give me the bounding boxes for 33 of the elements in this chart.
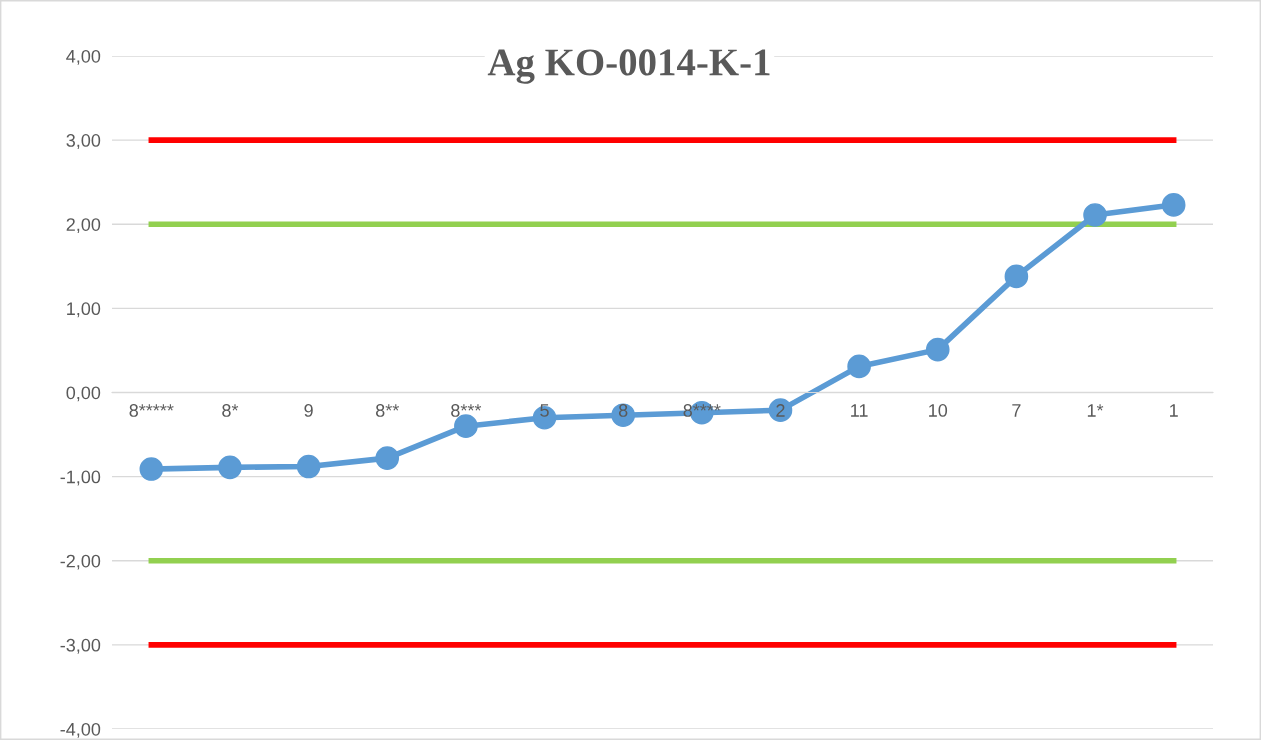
point — [1161, 193, 1186, 217]
y-tick-label: -2,00 — [60, 554, 101, 570]
y-tick-label: -3,00 — [60, 638, 101, 654]
point — [1004, 264, 1029, 289]
x-tick-label: 1* — [1087, 404, 1104, 417]
y-tick-label: 4,00 — [66, 49, 101, 65]
y-tick-label: -4,00 — [60, 722, 101, 738]
point — [375, 446, 400, 470]
x-tick-label: 5 — [540, 404, 549, 417]
chart-title: Ag KO-0014-K-1 — [487, 49, 770, 84]
point — [847, 354, 871, 379]
y-tick-label: 1,00 — [67, 302, 101, 318]
point — [296, 454, 321, 479]
x-tick-label: 1 — [1170, 404, 1178, 417]
point — [139, 457, 164, 481]
x-tick-label: 10 — [929, 404, 948, 417]
y-tick-label: 2,00 — [66, 218, 101, 234]
point — [925, 337, 950, 362]
y-tick-label: 0,00 — [66, 386, 101, 402]
x-tick-label: 8***** — [129, 404, 174, 417]
x-tick-label: 9 — [304, 404, 313, 417]
x-tick-label: 8**** — [683, 404, 721, 417]
x-tick-label: 8** — [375, 404, 400, 417]
x-tick-label: 2 — [776, 404, 785, 417]
point — [218, 455, 242, 480]
x-tick-label: 8* — [222, 404, 239, 417]
x-tick-label: 8*** — [451, 404, 482, 417]
y-tick-label: 3,00 — [66, 134, 101, 149]
x-tick-label: 8 — [618, 404, 628, 417]
x-tick-label: 7 — [1012, 404, 1021, 417]
point — [1083, 203, 1107, 227]
y-tick-label: -1,00 — [60, 470, 101, 486]
x-tick-label: 11 — [851, 404, 868, 417]
